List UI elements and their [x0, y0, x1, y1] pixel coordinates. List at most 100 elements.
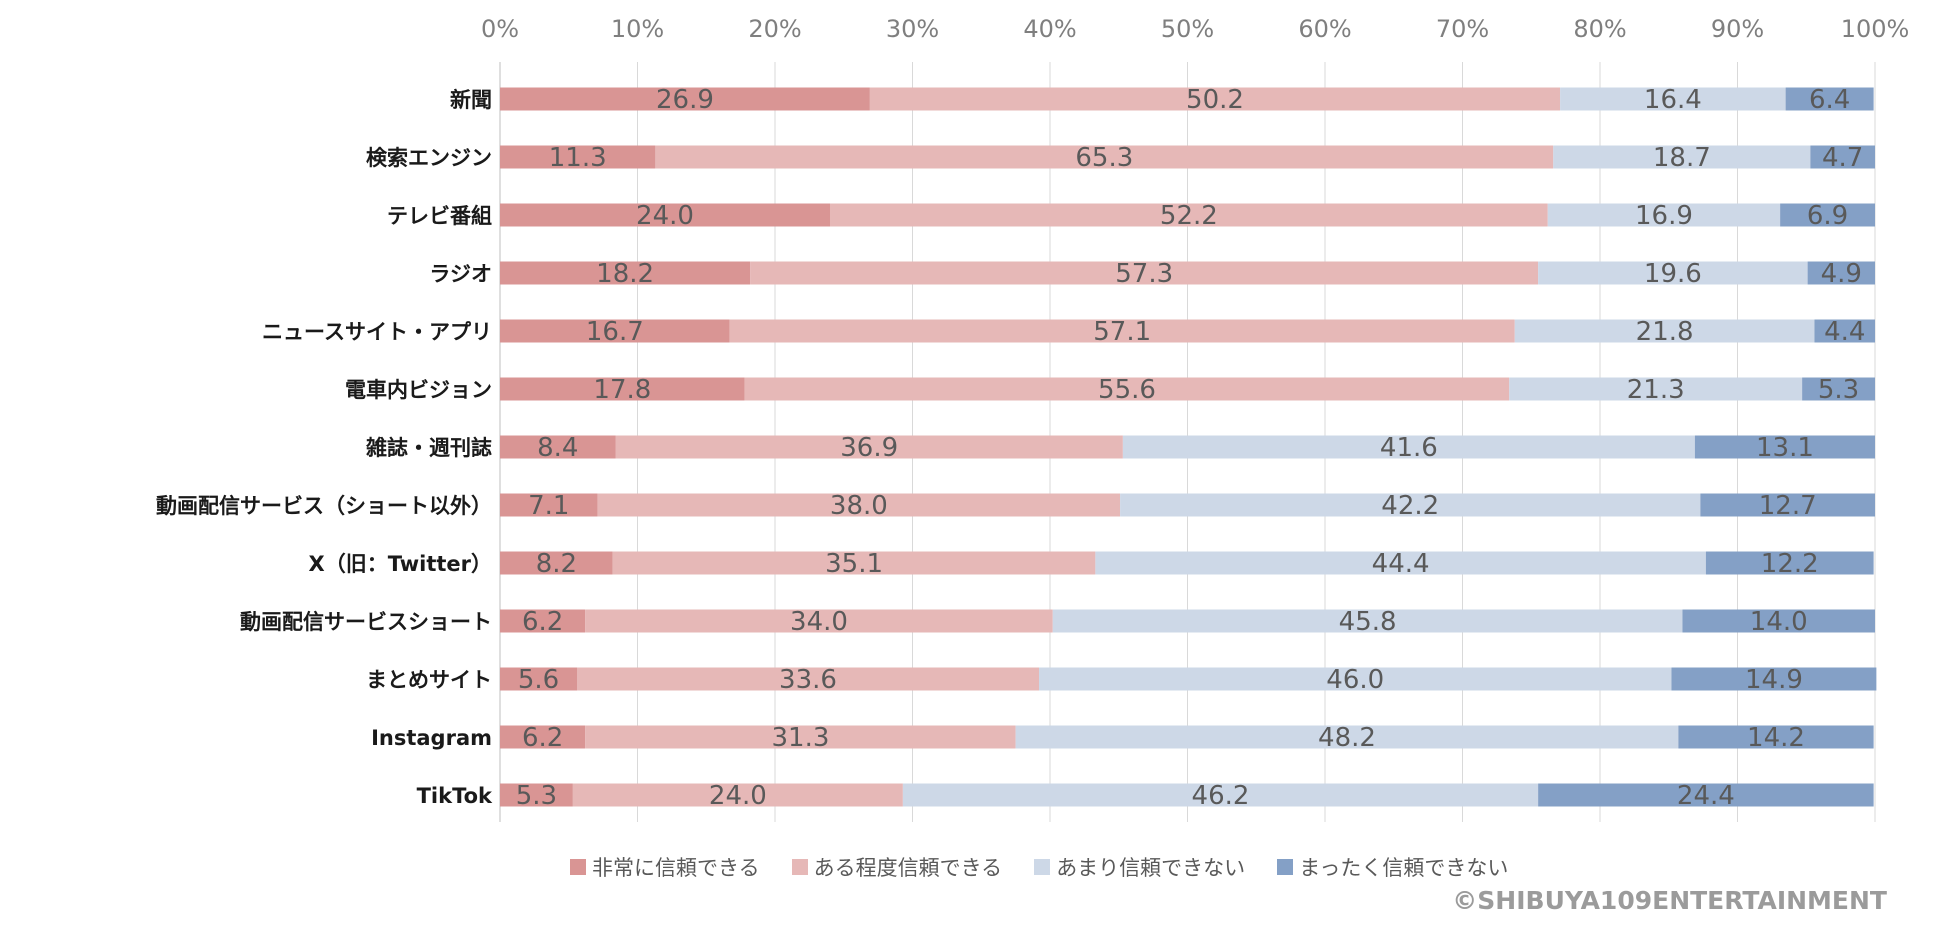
- bar-segment: [1705, 551, 1874, 575]
- bar-segment: [612, 551, 1096, 575]
- bar-segment: [1015, 725, 1679, 749]
- category-label: 雑誌・週刊誌: [365, 436, 492, 460]
- data-label: 38.0: [830, 491, 888, 521]
- data-label: 8.4: [537, 433, 578, 463]
- bar-segment: [830, 203, 1548, 227]
- category-label: 動画配信サービス（ショート以外）: [156, 494, 492, 518]
- bar-segment: [1514, 319, 1815, 343]
- data-label: 14.0: [1750, 607, 1808, 637]
- data-label: 19.6: [1644, 259, 1702, 289]
- bar-segment: [902, 783, 1539, 807]
- bar-segment: [750, 261, 1539, 285]
- data-label: 12.2: [1761, 549, 1819, 579]
- data-label: 17.8: [593, 375, 651, 405]
- copyright-text: ©SHIBUYA109ENTERTAINMENT: [1452, 886, 1887, 915]
- value-labels: 26.9 50.2 16.4 6.4 11.3 65.3 18.7 4.7 24.0 52.2 16…: [516, 85, 1866, 811]
- data-label: 57.1: [1093, 317, 1151, 347]
- data-label: 41.6: [1380, 433, 1438, 463]
- data-label: 18.7: [1653, 143, 1711, 173]
- bar-segment: [1700, 493, 1875, 517]
- bar-segment: [1120, 493, 1701, 517]
- bar-segment: [1785, 87, 1874, 111]
- bar-segment: [500, 319, 730, 343]
- data-label: 16.4: [1644, 85, 1702, 115]
- bar-segment: [615, 435, 1123, 459]
- bar-segment: [1547, 203, 1781, 227]
- legend-item: ある程度信頼できる: [791, 852, 1002, 882]
- x-tick-label: 20%: [748, 15, 801, 43]
- data-label: 36.9: [840, 433, 898, 463]
- bar-segment: [500, 551, 613, 575]
- bar-segment: [500, 609, 586, 633]
- legend: 非常に信頼できる ある程度信頼できる あまり信頼できない まったく信頼できない: [570, 852, 1508, 882]
- bar-segment: [500, 667, 577, 691]
- data-label: 5.3: [1818, 375, 1859, 405]
- bar-segment: [655, 145, 1554, 169]
- legend-label: あまり信頼できない: [1056, 856, 1246, 880]
- bar-segment: [1814, 319, 1875, 343]
- x-tick-label: 10%: [611, 15, 664, 43]
- data-label: 42.2: [1381, 491, 1439, 521]
- x-tick-label: 0%: [481, 15, 519, 43]
- data-label: 52.2: [1160, 201, 1218, 231]
- data-label: 55.6: [1098, 375, 1156, 405]
- x-axis-ticks: 0% 10% 20% 30% 40% 50% 60% 70% 80% 90% 100%: [481, 15, 1909, 43]
- bars: [500, 87, 1877, 807]
- category-label: 電車内ビジョン: [345, 378, 492, 402]
- data-label: 45.8: [1339, 607, 1397, 637]
- x-tick-label: 50%: [1161, 15, 1214, 43]
- data-label: 24.0: [636, 201, 694, 231]
- data-label: 18.2: [596, 259, 654, 289]
- bar-segment: [500, 377, 745, 401]
- data-label: 13.1: [1756, 433, 1814, 463]
- bar-segment: [585, 609, 1053, 633]
- bar-segment: [500, 783, 573, 807]
- bar-segment: [500, 725, 586, 749]
- bar-segment: [1039, 667, 1672, 691]
- bar-segment: [744, 377, 1510, 401]
- category-label: 動画配信サービスショート: [240, 610, 492, 634]
- bar-segment: [597, 493, 1121, 517]
- data-label: 11.3: [549, 143, 607, 173]
- bar-segment: [572, 783, 903, 807]
- data-label: 12.7: [1759, 491, 1817, 521]
- data-label: 6.2: [522, 607, 563, 637]
- legend-label: まったく信頼できない: [1299, 856, 1509, 880]
- data-label: 16.7: [586, 317, 644, 347]
- bar-segment: [1671, 667, 1877, 691]
- bar-segment: [500, 87, 870, 111]
- data-label: 5.6: [518, 665, 559, 695]
- bar-segment: [500, 261, 751, 285]
- bar-segment: [729, 319, 1515, 343]
- data-label: 35.1: [825, 549, 883, 579]
- bar-segment: [577, 667, 1039, 691]
- category-labels: 新聞検索エンジンテレビ番組ラジオニュースサイト・アプリ電車内ビジョン雑誌・週刊誌…: [156, 88, 493, 808]
- legend-swatch: [791, 859, 808, 875]
- legend-swatch: [1034, 859, 1051, 875]
- bar-segment: [1807, 261, 1875, 285]
- data-label: 24.4: [1677, 781, 1735, 811]
- bar-segment: [1538, 783, 1874, 807]
- bar-segment: [500, 493, 598, 517]
- legend-label: 非常に信頼できる: [592, 856, 760, 880]
- data-label: 4.4: [1824, 317, 1865, 347]
- bar-segment: [1052, 609, 1683, 633]
- bar-segment: [1682, 609, 1875, 633]
- bar-segment: [1678, 725, 1874, 749]
- bar-segment: [1509, 377, 1803, 401]
- x-tick-label: 80%: [1573, 15, 1626, 43]
- legend-item: まったく信頼できない: [1277, 852, 1508, 882]
- data-label: 6.2: [522, 723, 563, 753]
- x-tick-label: 40%: [1023, 15, 1076, 43]
- data-label: 46.2: [1192, 781, 1250, 811]
- category-label: ラジオ: [429, 262, 492, 286]
- data-label: 21.8: [1636, 317, 1694, 347]
- bar-segment: [1694, 435, 1875, 459]
- category-label: X（旧：Twitter）: [309, 552, 492, 576]
- bar-segment: [1122, 435, 1695, 459]
- category-label: 新聞: [450, 88, 492, 112]
- x-tick-label: 90%: [1711, 15, 1764, 43]
- data-label: 65.3: [1075, 143, 1133, 173]
- bar-segment: [500, 145, 656, 169]
